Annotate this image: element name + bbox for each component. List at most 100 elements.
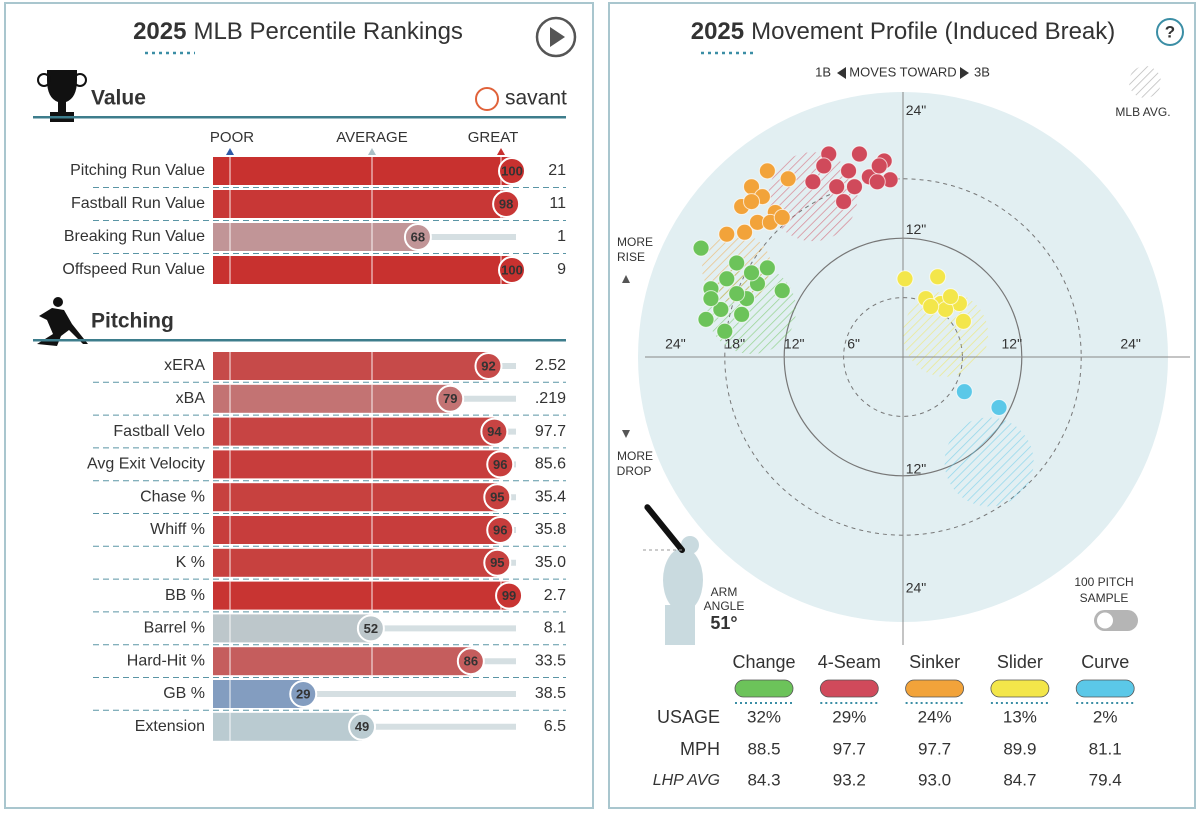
pitch-swatch — [1075, 679, 1135, 698]
drop-arrow — [622, 430, 630, 438]
percentile-label: 100 — [501, 163, 523, 178]
percentile-label: 68 — [411, 229, 425, 244]
row-label: Fastball Run Value — [71, 195, 205, 212]
pitch-point — [718, 225, 736, 243]
row-value: 21 — [548, 162, 566, 179]
pitch-name: Sinker — [909, 652, 960, 672]
title-text: Movement Profile (Induced Break) — [751, 18, 1115, 45]
row-value: 9 — [557, 261, 566, 278]
row-label: MPH — [680, 739, 720, 759]
row-value: 2.7 — [544, 587, 566, 604]
logo-text[interactable]: savant — [505, 87, 567, 110]
savant-logo[interactable]: savant — [475, 87, 567, 111]
scale-great: GREAT — [468, 129, 519, 146]
pitch-name: Curve — [1081, 652, 1129, 672]
percentile-bar — [213, 647, 471, 676]
pitch-point — [929, 268, 947, 286]
percentile-bar — [213, 581, 510, 610]
pitch-name: 4-Seam — [818, 652, 881, 672]
row-label: Barrel % — [144, 620, 205, 637]
pitch-point — [718, 270, 736, 288]
sample-toggle[interactable] — [1094, 610, 1138, 631]
row-label: BB % — [165, 587, 205, 604]
percentile-bar — [213, 680, 304, 708]
row-label: Fastball Velo — [113, 423, 205, 440]
arrow-right — [960, 67, 969, 79]
percentile-circle — [436, 384, 465, 413]
row-value: 35.8 — [535, 521, 566, 538]
percentile-circle — [348, 712, 377, 741]
percentile-label: 100 — [501, 262, 523, 277]
direction-right: 3B — [974, 64, 990, 79]
scale-marker — [497, 148, 505, 155]
row-label: Hard-Hit % — [127, 652, 205, 669]
percentile-bar — [213, 712, 363, 741]
percentile-circle — [356, 614, 385, 643]
row-value: 85.6 — [535, 456, 566, 473]
pitch-point — [728, 254, 746, 272]
mph: 88.5 — [747, 739, 780, 758]
play-button[interactable] — [535, 16, 577, 58]
percentile-label: 29 — [296, 686, 310, 701]
pitch-point — [954, 312, 972, 330]
percentile-circle — [483, 548, 512, 577]
pitch-point — [815, 157, 833, 175]
y-tick-label: 24" — [906, 579, 927, 595]
section-title: Value — [91, 87, 146, 110]
percentile-bar — [213, 614, 371, 643]
percentile-label: 86 — [464, 654, 478, 669]
mph: 97.7 — [918, 739, 951, 758]
sample-label: SAMPLE — [1080, 591, 1129, 605]
row-value: 2.52 — [535, 357, 566, 374]
percentile-label: 95 — [490, 490, 504, 505]
pitch-name: Slider — [997, 652, 1043, 672]
mlb-avg-area — [903, 291, 989, 377]
pitch-point — [990, 398, 1008, 416]
help-button[interactable]: ? — [1156, 18, 1184, 46]
avg-legend-swatch — [1129, 66, 1161, 98]
percentile-label: 96 — [493, 522, 507, 537]
row-label: Breaking Run Value — [64, 228, 205, 245]
row-label: Chase % — [140, 488, 205, 505]
row-value: 1 — [557, 228, 566, 245]
usage: 24% — [918, 707, 952, 726]
percentile-label: 94 — [487, 424, 502, 439]
usage: 32% — [747, 707, 781, 726]
pitch-point — [697, 310, 715, 328]
percentile-bar — [213, 384, 451, 413]
pitch-point — [733, 305, 751, 323]
percentile-label: 99 — [502, 588, 516, 603]
row-label: K % — [176, 554, 205, 571]
percentile-circle — [498, 256, 526, 284]
percentile-bar — [213, 450, 501, 479]
percentile-circle — [480, 417, 509, 446]
percentile-bar — [213, 548, 498, 577]
scale-marker — [368, 148, 376, 155]
section-rule — [33, 116, 566, 119]
scale-marker — [226, 148, 234, 155]
percentile-label: 79 — [443, 391, 457, 406]
percentile-bar — [213, 223, 418, 251]
x-tick-label: 24" — [665, 336, 686, 352]
section-rule — [33, 339, 566, 342]
row-value: 6.5 — [544, 718, 566, 735]
title-text: MLB Percentile Rankings — [193, 18, 462, 45]
help-text[interactable]: ? — [1165, 22, 1175, 41]
pitch-point — [758, 162, 776, 180]
pitch-name: Change — [732, 652, 795, 672]
x-tick-label: 18" — [725, 336, 746, 352]
row-label: GB % — [163, 685, 205, 702]
row-label: LHP AVG — [653, 772, 720, 789]
row-label: xERA — [164, 357, 205, 374]
usage: 2% — [1093, 707, 1118, 726]
drop-label: DROP — [617, 464, 652, 478]
x-tick-label: 24" — [1120, 336, 1141, 352]
title-year: 2025 — [133, 18, 186, 45]
y-tick-label: 12" — [906, 461, 927, 477]
arm-label: ARM — [711, 585, 738, 599]
pitch-point — [840, 162, 858, 180]
pitch-point — [743, 264, 761, 282]
pitch-swatch — [990, 679, 1050, 698]
direction-left: 1B — [815, 64, 831, 79]
pitch-point — [702, 290, 720, 308]
